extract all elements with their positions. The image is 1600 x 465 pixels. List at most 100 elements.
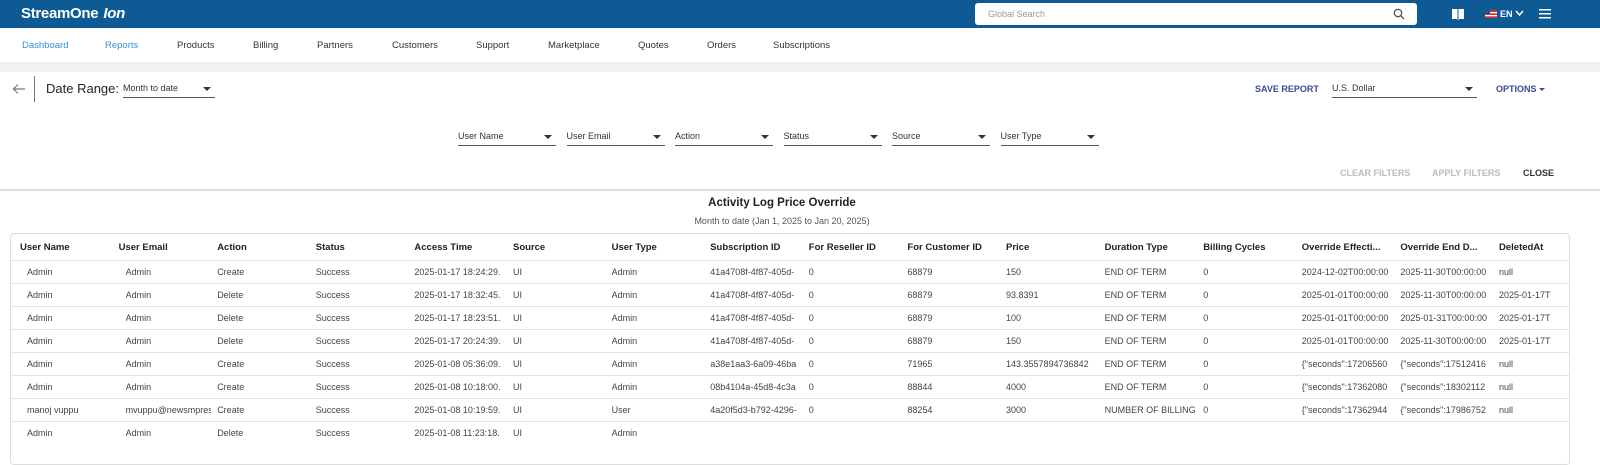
table-cell: Admin [27, 336, 53, 346]
nav-item[interactable]: Marketplace [548, 40, 600, 51]
nav-item[interactable]: Dashboard [22, 40, 69, 51]
table-cell: 08b4104a-45d8-4c3a [710, 382, 796, 392]
nav-item[interactable]: Products [177, 40, 215, 51]
nav-item[interactable]: Orders [707, 40, 737, 51]
nav-item[interactable]: Partners [317, 40, 353, 51]
nav-item[interactable]: Customers [392, 40, 438, 51]
search-box[interactable]: Global Search [975, 3, 1417, 25]
table-cell: 0 [1203, 359, 1209, 369]
row-line [11, 306, 1569, 307]
caret [869, 135, 878, 139]
column-header[interactable]: User Name [20, 242, 70, 253]
table-cell: {"seconds":17986752 [1400, 405, 1486, 415]
table-cell: UI [513, 405, 522, 415]
divider [34, 76, 35, 102]
table-cell: UI [513, 382, 522, 392]
table-cell: UI [513, 428, 522, 438]
table-cell: END OF TERM [1104, 359, 1167, 369]
table-cell: 4000 [1006, 382, 1027, 392]
nav-item[interactable]: Subscriptions [773, 40, 831, 51]
caret [1086, 135, 1095, 139]
table-cell: 2025-01-08 10:18:00. [414, 382, 501, 392]
column-header[interactable]: Override End D... [1400, 242, 1478, 253]
column-header[interactable]: Subscription ID [710, 242, 781, 253]
column-header[interactable]: Status [315, 242, 345, 253]
table-cell: UI [513, 313, 522, 323]
table-cell: UI [513, 267, 522, 277]
column-header[interactable]: For Reseller ID [808, 242, 876, 253]
table-cell: UI [513, 290, 522, 300]
column-header[interactable]: Access Time [414, 242, 473, 253]
report-title: Activity Log Price Override [708, 197, 856, 209]
filter-select[interactable]: Source [892, 128, 990, 146]
filter-select[interactable]: User Type [1000, 128, 1099, 146]
nav-item[interactable]: Reports [105, 40, 139, 51]
filter-select[interactable]: User Name [458, 128, 556, 146]
table-cell: 2025-11-30T00:00:00 [1400, 267, 1487, 277]
table-cell: 2025-01-17 18:23:51. [414, 313, 501, 323]
table-cell: Admin [611, 267, 638, 277]
date-range-label: Date Range: [46, 81, 119, 96]
column-header[interactable]: Source [513, 242, 546, 253]
filter-label: Source [892, 131, 921, 141]
section-divider [0, 189, 1600, 191]
filter-select[interactable]: User Email [566, 128, 665, 146]
table-cell: 143.3557894736842 [1006, 359, 1089, 369]
table-cell: 150 [1006, 267, 1022, 277]
table-cell: NUMBER OF BILLING [1104, 405, 1196, 415]
filter-select[interactable]: Action [675, 128, 773, 146]
filter-select[interactable]: Status [783, 128, 882, 146]
table-cell: 2025-01-17 18:32:45. [414, 290, 501, 300]
table-cell: Admin [125, 313, 152, 323]
language[interactable]: EN [1500, 9, 1513, 19]
column-header[interactable]: Override Effecti... [1301, 242, 1381, 253]
table-cell: null [1499, 267, 1514, 277]
logo[interactable]: StreamOne Ion [21, 5, 125, 22]
column-header[interactable]: Billing Cycles [1203, 242, 1266, 253]
date-range-value: Month to date [123, 83, 179, 93]
table-cell: 88844 [907, 382, 933, 392]
search-icon[interactable] [1393, 8, 1405, 20]
date-range-select[interactable]: Month to date [123, 80, 215, 98]
column-header[interactable]: Price [1006, 242, 1030, 253]
column-header[interactable]: Action [217, 242, 247, 253]
table-cell: mvuppu@newsmpres [125, 405, 212, 415]
nav-item[interactable]: Billing [253, 40, 279, 51]
table-cell: Delete [217, 428, 244, 438]
column-header[interactable]: For Customer ID [907, 242, 982, 253]
docs-icon[interactable] [1451, 8, 1465, 20]
table-cell: Admin [27, 382, 53, 392]
table-cell: Delete [217, 313, 244, 323]
options-button[interactable]: OPTIONS [1496, 84, 1546, 94]
search-placeholder: Global Search [988, 9, 1046, 19]
clear-filters-button[interactable]: CLEAR FILTERS [1340, 168, 1411, 178]
back-arrow[interactable] [12, 83, 26, 95]
table-cell: Admin [27, 359, 53, 369]
table-cell: 2025-01-01T00:00:00 [1301, 313, 1389, 323]
menu-icon[interactable] [1539, 9, 1551, 19]
close-button[interactable]: CLOSE [1523, 168, 1555, 178]
table-cell: {"seconds":17362944 [1301, 405, 1388, 415]
table-cell: Admin [611, 290, 638, 300]
table-cell: Admin [611, 428, 638, 438]
table-cell: 2025-01-17T [1499, 313, 1551, 323]
currency-select[interactable]: U.S. Dollar [1332, 80, 1477, 98]
table-cell: 2025-11-30T00:00:00 [1400, 290, 1487, 300]
column-header[interactable]: DeletedAt [1499, 242, 1544, 253]
table-cell: 2025-01-17 20:24:39. [414, 336, 501, 346]
nav-item[interactable]: Quotes [638, 40, 669, 51]
table-cell: Admin [125, 359, 152, 369]
column-header[interactable]: User Type [611, 242, 657, 253]
data-table: User Name User Email Action Status Access Ti… [10, 233, 1570, 465]
nav-item[interactable]: Support [476, 40, 510, 51]
nav-bar [0, 28, 1600, 62]
apply-filters-button[interactable]: APPLY FILTERS [1432, 168, 1501, 178]
column-header[interactable]: User Email [118, 242, 168, 253]
table-cell: Admin [27, 428, 53, 438]
column-header[interactable]: Duration Type [1104, 242, 1168, 253]
save-report-button[interactable]: SAVE REPORT [1255, 84, 1319, 94]
language-caret[interactable] [1515, 10, 1524, 17]
table-cell: 0 [808, 405, 814, 415]
flag-icon [1485, 10, 1497, 18]
